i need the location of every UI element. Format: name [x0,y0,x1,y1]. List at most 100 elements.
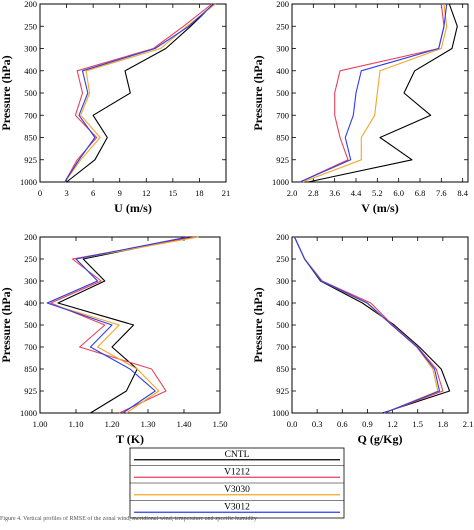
series-line-v3030 [46,236,199,414]
legend: CNTL V1212 V3030 V3012 [129,447,345,519]
legend-label-v1212: V1212 [224,467,250,477]
x-axis-label: T (K) [116,432,144,446]
y-tick-label: 400 [24,298,37,308]
y-tick-label: 700 [276,110,289,120]
y-tick-label: 500 [24,88,37,98]
x-tick-label: 1.00 [33,419,48,429]
y-tick-label: 300 [276,276,289,286]
x-tick-label: 6.0 [393,188,404,198]
x-tick-label: 18 [195,188,204,198]
y-tick-label: 925 [276,386,289,396]
x-tick-label: 5.2 [372,188,383,198]
plot-frame [39,3,227,183]
x-tick-label: 3 [64,188,68,198]
y-tick-label: 700 [24,110,37,120]
series-line-v3012 [294,236,441,414]
y-axis-label: Pressure (hPa) [251,287,265,362]
series-line-v3012 [46,236,188,414]
x-axis-label: Q (g/Kg) [358,432,403,446]
y-tick-label: 1000 [272,177,289,187]
series-line-v3012 [64,3,214,183]
x-tick-label: 1.40 [177,419,192,429]
y-tick-label: 250 [24,254,37,264]
y-tick-label: 925 [24,386,37,396]
figure-caption: Figure 4. Vertical profiles of RMSE of t… [0,516,257,522]
x-tick-label: 1.30 [141,419,156,429]
legend-label-cntl: CNTL [225,450,250,460]
series-line-v3030 [294,236,439,414]
series-line-v3012 [299,3,448,183]
y-tick-label: 250 [276,21,289,31]
y-tick-label: 700 [24,342,37,352]
y-tick-label: 300 [24,276,37,286]
series-line-cntl [66,3,214,183]
y-tick-label: 250 [276,254,289,264]
y-tick-label: 400 [24,66,37,76]
legend-label-v3030: V3030 [224,485,250,495]
y-tick-label: 850 [276,133,289,143]
plot-frame [39,236,221,414]
y-tick-label: 925 [276,155,289,165]
series-line-v1212 [294,236,444,414]
y-tick-label: 700 [276,342,289,352]
x-tick-label: 12 [142,188,151,198]
x-tick-label: 1.10 [69,419,84,429]
y-tick-label: 300 [24,44,37,54]
y-tick-label: 200 [276,232,289,242]
y-tick-label: 1000 [20,177,37,187]
x-tick-label: 7.6 [436,188,447,198]
x-tick-label: 2.0 [287,188,298,198]
x-tick-label: 0.6 [337,419,348,429]
x-tick-label: 0.0 [287,419,298,429]
y-axis-label: Pressure (hPa) [251,55,265,130]
y-tick-label: 925 [24,155,37,165]
x-tick-label: 0 [38,188,42,198]
x-tick-label: 6.8 [415,188,426,198]
y-tick-label: 200 [24,0,37,9]
x-tick-label: 3.6 [329,188,340,198]
y-tick-label: 500 [276,88,289,98]
x-tick-label: 2.8 [308,188,319,198]
y-tick-label: 500 [24,320,37,330]
x-tick-label: 8.4 [457,188,468,198]
x-axis-label: U (m/s) [114,201,152,215]
x-tick-label: 1.20 [105,419,120,429]
y-tick-label: 400 [276,298,289,308]
x-tick-label: 0.9 [362,419,373,429]
series-line-v3030 [302,3,448,183]
series-line-v1212 [50,236,195,414]
series-line-v1212 [64,3,213,183]
y-axis-label: Pressure (hPa) [0,55,13,130]
y-tick-label: 200 [276,0,289,9]
y-tick-label: 1000 [272,408,289,418]
series-line-cntl [294,236,451,414]
y-tick-label: 300 [276,44,289,54]
plot-frame [291,3,469,183]
y-tick-label: 1000 [20,408,37,418]
x-tick-label: 1.8 [438,419,449,429]
x-tick-label: 1.5 [412,419,423,429]
legend-label-v3012: V3012 [224,502,250,512]
x-tick-label: 4.4 [351,188,362,198]
x-tick-label: 9 [118,188,122,198]
x-tick-label: 21 [222,188,231,198]
series-line-cntl [57,236,192,414]
y-tick-label: 250 [24,21,37,31]
x-tick-label: 1.50 [213,419,228,429]
y-tick-label: 200 [24,232,37,242]
x-tick-label: 2.1 [463,419,474,429]
y-tick-label: 850 [276,364,289,374]
y-tick-label: 850 [24,364,37,374]
x-tick-label: 0.3 [312,419,323,429]
y-axis-label: Pressure (hPa) [0,287,13,362]
series-line-v1212 [299,3,445,183]
series-line-cntl [307,3,458,183]
y-tick-label: 400 [276,66,289,76]
y-tick-label: 850 [24,133,37,143]
x-tick-label: 6 [91,188,95,198]
